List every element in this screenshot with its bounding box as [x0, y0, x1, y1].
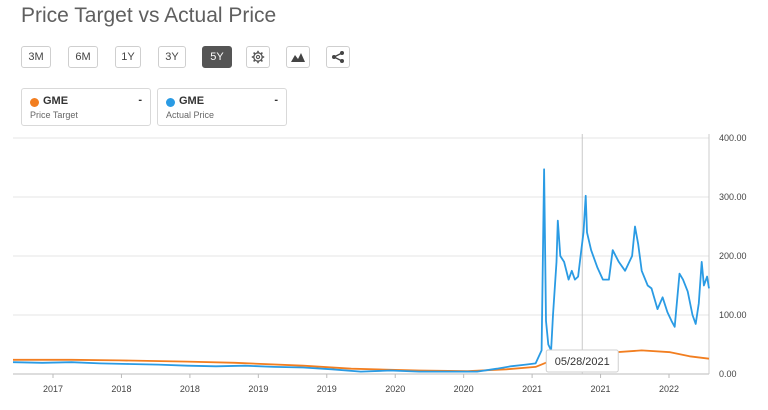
legend-dot	[30, 98, 39, 107]
crosshair-date-label: 05/28/2021	[555, 356, 610, 368]
x-tick-label: 2020	[454, 384, 474, 394]
gear-icon	[251, 50, 265, 64]
x-tick-label: 2019	[248, 384, 268, 394]
range-button-6m[interactable]: 6M	[68, 46, 98, 68]
legend-dot	[166, 98, 175, 107]
settings-button[interactable]	[246, 46, 270, 68]
range-button-3y[interactable]: 3Y	[158, 46, 186, 68]
y-tick-label: 200.00	[719, 251, 747, 261]
legend-label: Actual Price	[166, 110, 215, 120]
legend-price-target[interactable]: GME - Price Target	[21, 88, 151, 126]
y-tick-label: 0.00	[719, 369, 737, 379]
y-tick-label: 400.00	[719, 133, 747, 143]
x-tick-label: 2020	[385, 384, 405, 394]
y-tick-label: 300.00	[719, 192, 747, 202]
range-button-3m[interactable]: 3M	[21, 46, 51, 68]
share-button[interactable]	[326, 46, 350, 68]
legend-value: -	[274, 94, 278, 106]
legend-ticker: GME	[179, 95, 205, 107]
x-tick-label: 2022	[659, 384, 679, 394]
x-tick-label: 2019	[317, 384, 337, 394]
legend-ticker: GME	[43, 95, 69, 107]
chart-type-button[interactable]	[286, 46, 310, 68]
x-tick-label: 2021	[591, 384, 611, 394]
x-tick-label: 2021	[522, 384, 542, 394]
range-button-1y[interactable]: 1Y	[115, 46, 141, 68]
range-button-5y[interactable]: 5Y	[202, 46, 232, 68]
crosshair-date-box	[545, 349, 619, 373]
mountain-chart-icon	[291, 53, 305, 62]
x-tick-label: 2018	[180, 384, 200, 394]
y-tick-label: 100.00	[719, 310, 747, 320]
legend-label: Price Target	[30, 110, 78, 120]
page-title: Price Target vs Actual Price	[21, 4, 277, 27]
share-icon	[332, 51, 344, 63]
legend-actual-price[interactable]: GME - Actual Price	[157, 88, 287, 126]
legend-value: -	[138, 94, 142, 106]
x-tick-label: 2017	[43, 384, 63, 394]
series-line-actual-price[interactable]	[12, 168, 710, 373]
x-tick-label: 2018	[111, 384, 131, 394]
